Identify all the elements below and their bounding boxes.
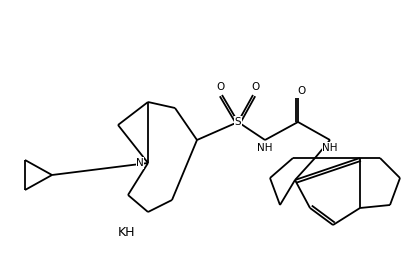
Text: O: O	[251, 82, 259, 92]
Text: O: O	[297, 86, 305, 96]
Text: O: O	[216, 82, 224, 92]
Text: N: N	[136, 158, 144, 168]
Text: NH: NH	[257, 143, 273, 153]
Text: NH: NH	[322, 143, 338, 153]
Text: KH: KH	[118, 227, 135, 240]
Text: S: S	[235, 117, 241, 127]
